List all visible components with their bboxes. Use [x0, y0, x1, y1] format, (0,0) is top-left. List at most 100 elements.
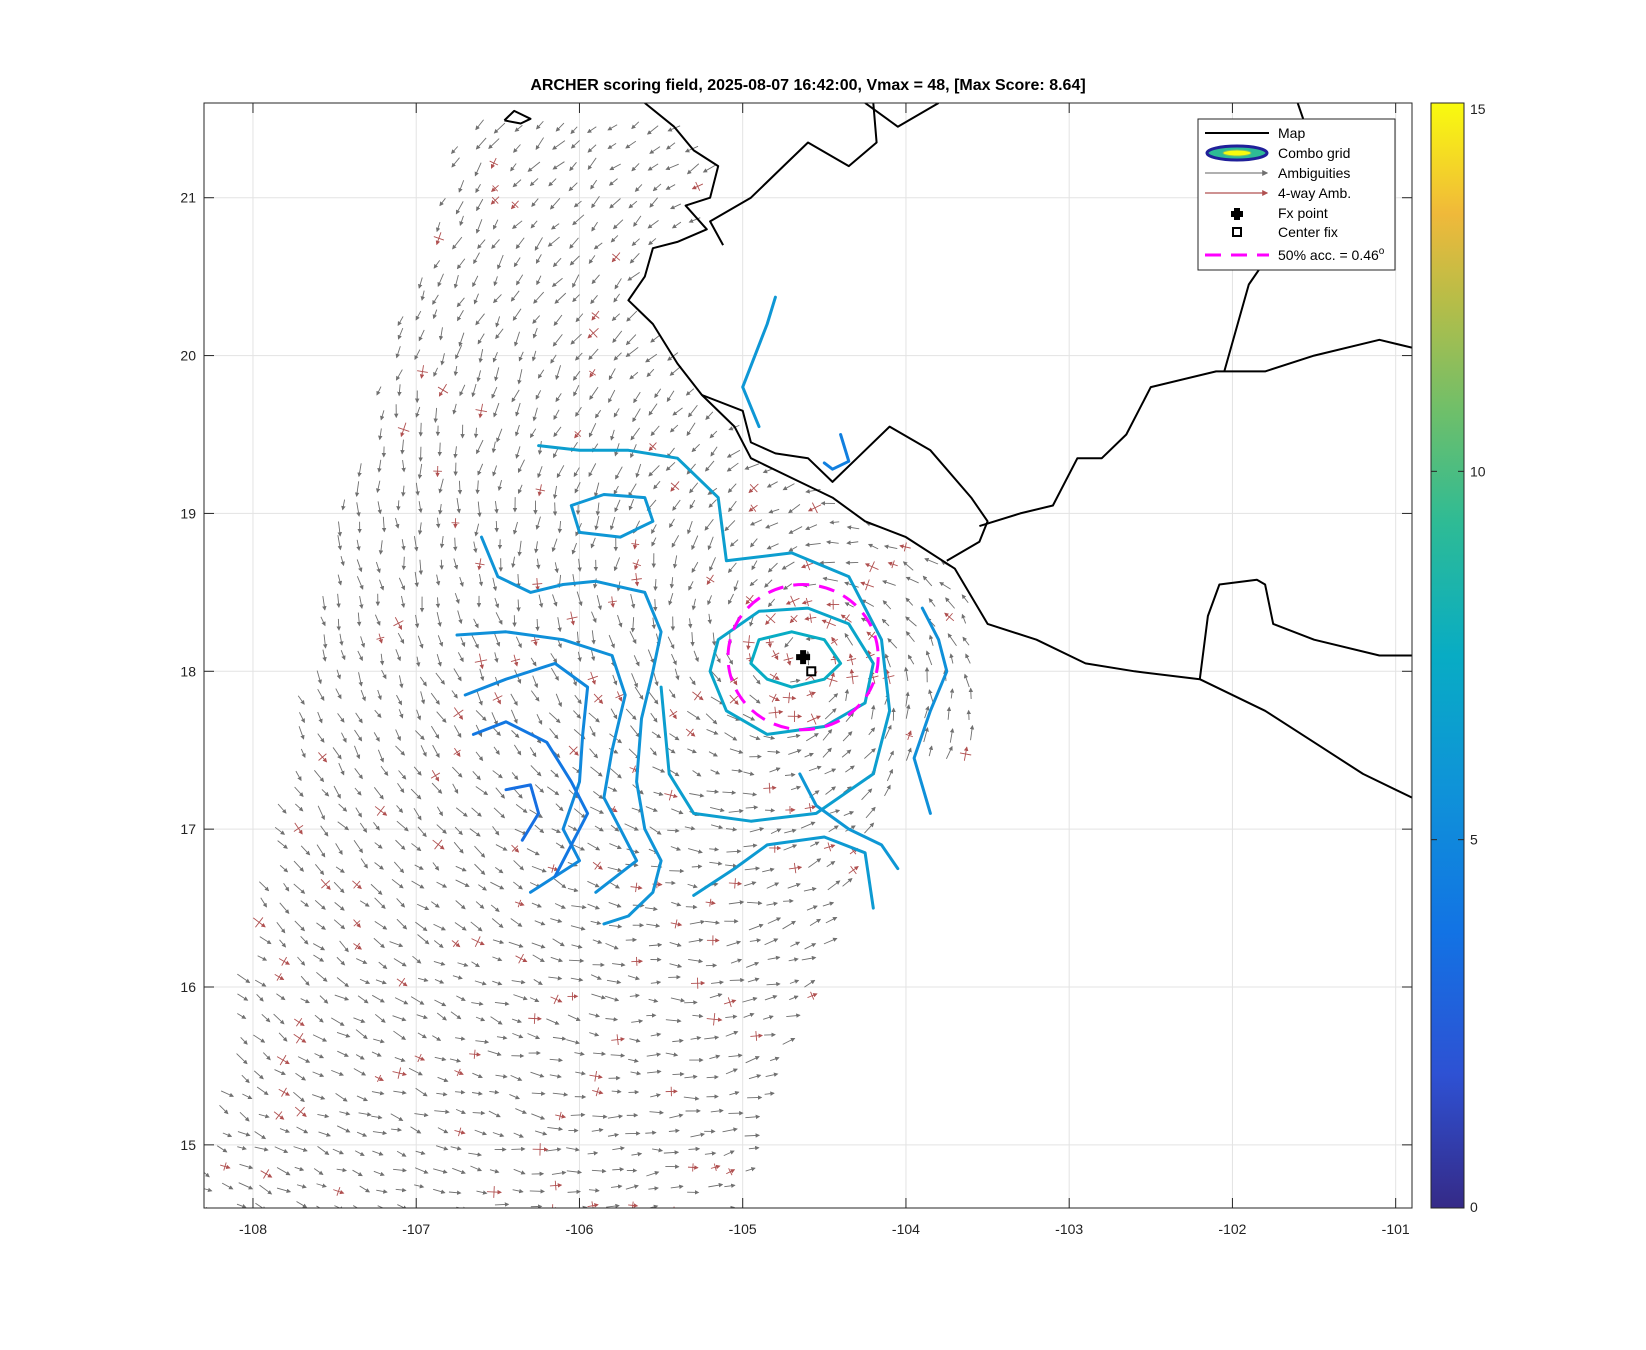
ambiguity-arrow: [823, 937, 838, 945]
ambiguity-arrow: [882, 580, 896, 586]
ambiguity-arrow: [395, 649, 401, 662]
y-tick-label: 16: [180, 979, 196, 995]
ambiguity-arrow: [724, 1183, 736, 1188]
score-contour: [741, 295, 777, 429]
ambiguity-arrow: [669, 365, 682, 376]
ambiguity-arrow: [514, 424, 520, 437]
coastline: [627, 103, 1412, 799]
ambiguity-arrow: [652, 766, 666, 773]
ambiguity-arrow: [259, 881, 270, 892]
ambiguity-arrow: [401, 539, 406, 551]
ambiguity-arrow: [611, 1184, 623, 1189]
ambiguity-arrow: [451, 766, 463, 778]
ambiguity-arrow: [552, 485, 558, 500]
ambiguity-arrow: [551, 1170, 567, 1176]
four-way-ambiguity-arrow: [750, 504, 757, 512]
ambiguity-arrow: [924, 705, 930, 719]
ambiguity-arrow: [746, 961, 760, 968]
ambiguity-arrow: [590, 179, 598, 190]
ambiguity-arrow: [458, 180, 465, 193]
ambiguity-arrow: [787, 733, 801, 739]
ambiguity-arrow: [374, 842, 383, 849]
ambiguity-arrow: [627, 271, 640, 281]
ambiguity-arrow: [372, 1150, 384, 1156]
ambiguity-arrow: [259, 936, 272, 945]
ambiguity-arrow: [359, 595, 364, 610]
ambiguity-arrow: [905, 631, 915, 643]
ambiguity-arrow: [354, 745, 361, 760]
ambiguity-arrow: [510, 163, 517, 172]
ambiguity-arrow: [295, 770, 302, 782]
ambiguity-arrow: [381, 516, 387, 533]
ambiguity-arrow: [511, 979, 526, 985]
four-way-ambiguity-arrow: [827, 842, 832, 852]
ambiguity-arrow: [653, 599, 658, 612]
ambiguity-arrow: [416, 1014, 428, 1020]
ambiguity-arrow: [475, 313, 485, 326]
ambiguity-arrow: [949, 653, 954, 664]
ambiguity-arrow: [646, 125, 659, 135]
ambiguity-arrow: [237, 993, 249, 1001]
four-way-ambiguity-arrow: [905, 733, 914, 738]
ambiguity-arrow: [530, 657, 537, 667]
ambiguity-arrow: [594, 515, 600, 531]
four-way-ambiguity-arrow: [771, 652, 780, 658]
ambiguity-arrow: [612, 674, 618, 686]
ambiguity-arrow: [553, 409, 560, 421]
ambiguity-arrow: [631, 121, 640, 130]
ambiguity-arrow: [435, 597, 441, 609]
ambiguity-arrow: [573, 467, 580, 478]
ambiguity-arrow: [356, 502, 361, 517]
ambiguity-arrow: [476, 690, 483, 706]
ambiguity-arrow: [728, 1053, 743, 1058]
ambiguity-arrow: [693, 650, 699, 663]
ambiguity-arrow: [566, 1039, 581, 1045]
ambiguity-arrow: [495, 328, 504, 340]
ambiguity-arrow: [725, 863, 738, 869]
ambiguity-arrow: [689, 499, 696, 510]
ambiguity-arrow: [322, 649, 327, 662]
ambiguity-arrow: [610, 235, 619, 243]
ambiguity-arrow: [410, 1126, 422, 1134]
ambiguity-arrow: [314, 899, 326, 910]
ambiguity-arrow: [672, 499, 681, 511]
ambiguity-arrow: [650, 1093, 661, 1098]
ambiguity-arrow: [667, 828, 680, 833]
ambiguity-arrow: [568, 958, 585, 964]
ambiguity-arrow: [743, 1012, 755, 1018]
ambiguity-arrow: [438, 503, 443, 515]
ambiguity-arrow: [493, 276, 498, 287]
ambiguity-arrow: [687, 618, 693, 629]
ambiguity-arrow: [395, 517, 400, 529]
ambiguity-arrow: [358, 1112, 372, 1117]
ambiguity-arrow: [536, 558, 541, 570]
ambiguity-arrow: [221, 1182, 234, 1190]
x-axis: -108 -107 -106 -105 -104 -103 -102 -101: [239, 103, 1410, 1237]
four-way-ambiguity-arrow: [594, 694, 603, 703]
ambiguity-arrow: [452, 537, 458, 552]
ambiguity-arrow: [614, 499, 621, 513]
ambiguity-arrow: [433, 960, 446, 966]
ambiguity-arrow: [457, 652, 464, 663]
ambiguity-arrow: [436, 881, 448, 888]
ambiguity-arrow: [395, 839, 406, 850]
ambiguity-arrow: [567, 1189, 581, 1195]
ambiguity-arrow: [671, 535, 680, 548]
ambiguity-arrow: [452, 236, 463, 250]
ambiguity-arrow: [471, 383, 477, 398]
ambiguity-arrow: [569, 237, 579, 249]
ambiguity-arrow: [474, 863, 486, 876]
ambiguity-arrow: [750, 538, 758, 548]
y-tick-label: 17: [180, 821, 196, 837]
four-way-ambiguity-arrow: [453, 749, 461, 755]
ambiguity-arrow: [625, 334, 637, 346]
ambiguity-arrow: [437, 635, 444, 647]
ambiguity-arrow: [374, 921, 388, 930]
ambiguity-arrow: [397, 1204, 408, 1208]
x-tick-label: -107: [402, 1221, 430, 1237]
ambiguity-arrow: [516, 599, 521, 612]
four-way-ambiguity-arrow: [612, 253, 621, 261]
ambiguity-arrow: [318, 1131, 331, 1137]
ambiguity-arrow: [410, 996, 425, 1005]
ambiguity-arrow: [354, 768, 363, 780]
